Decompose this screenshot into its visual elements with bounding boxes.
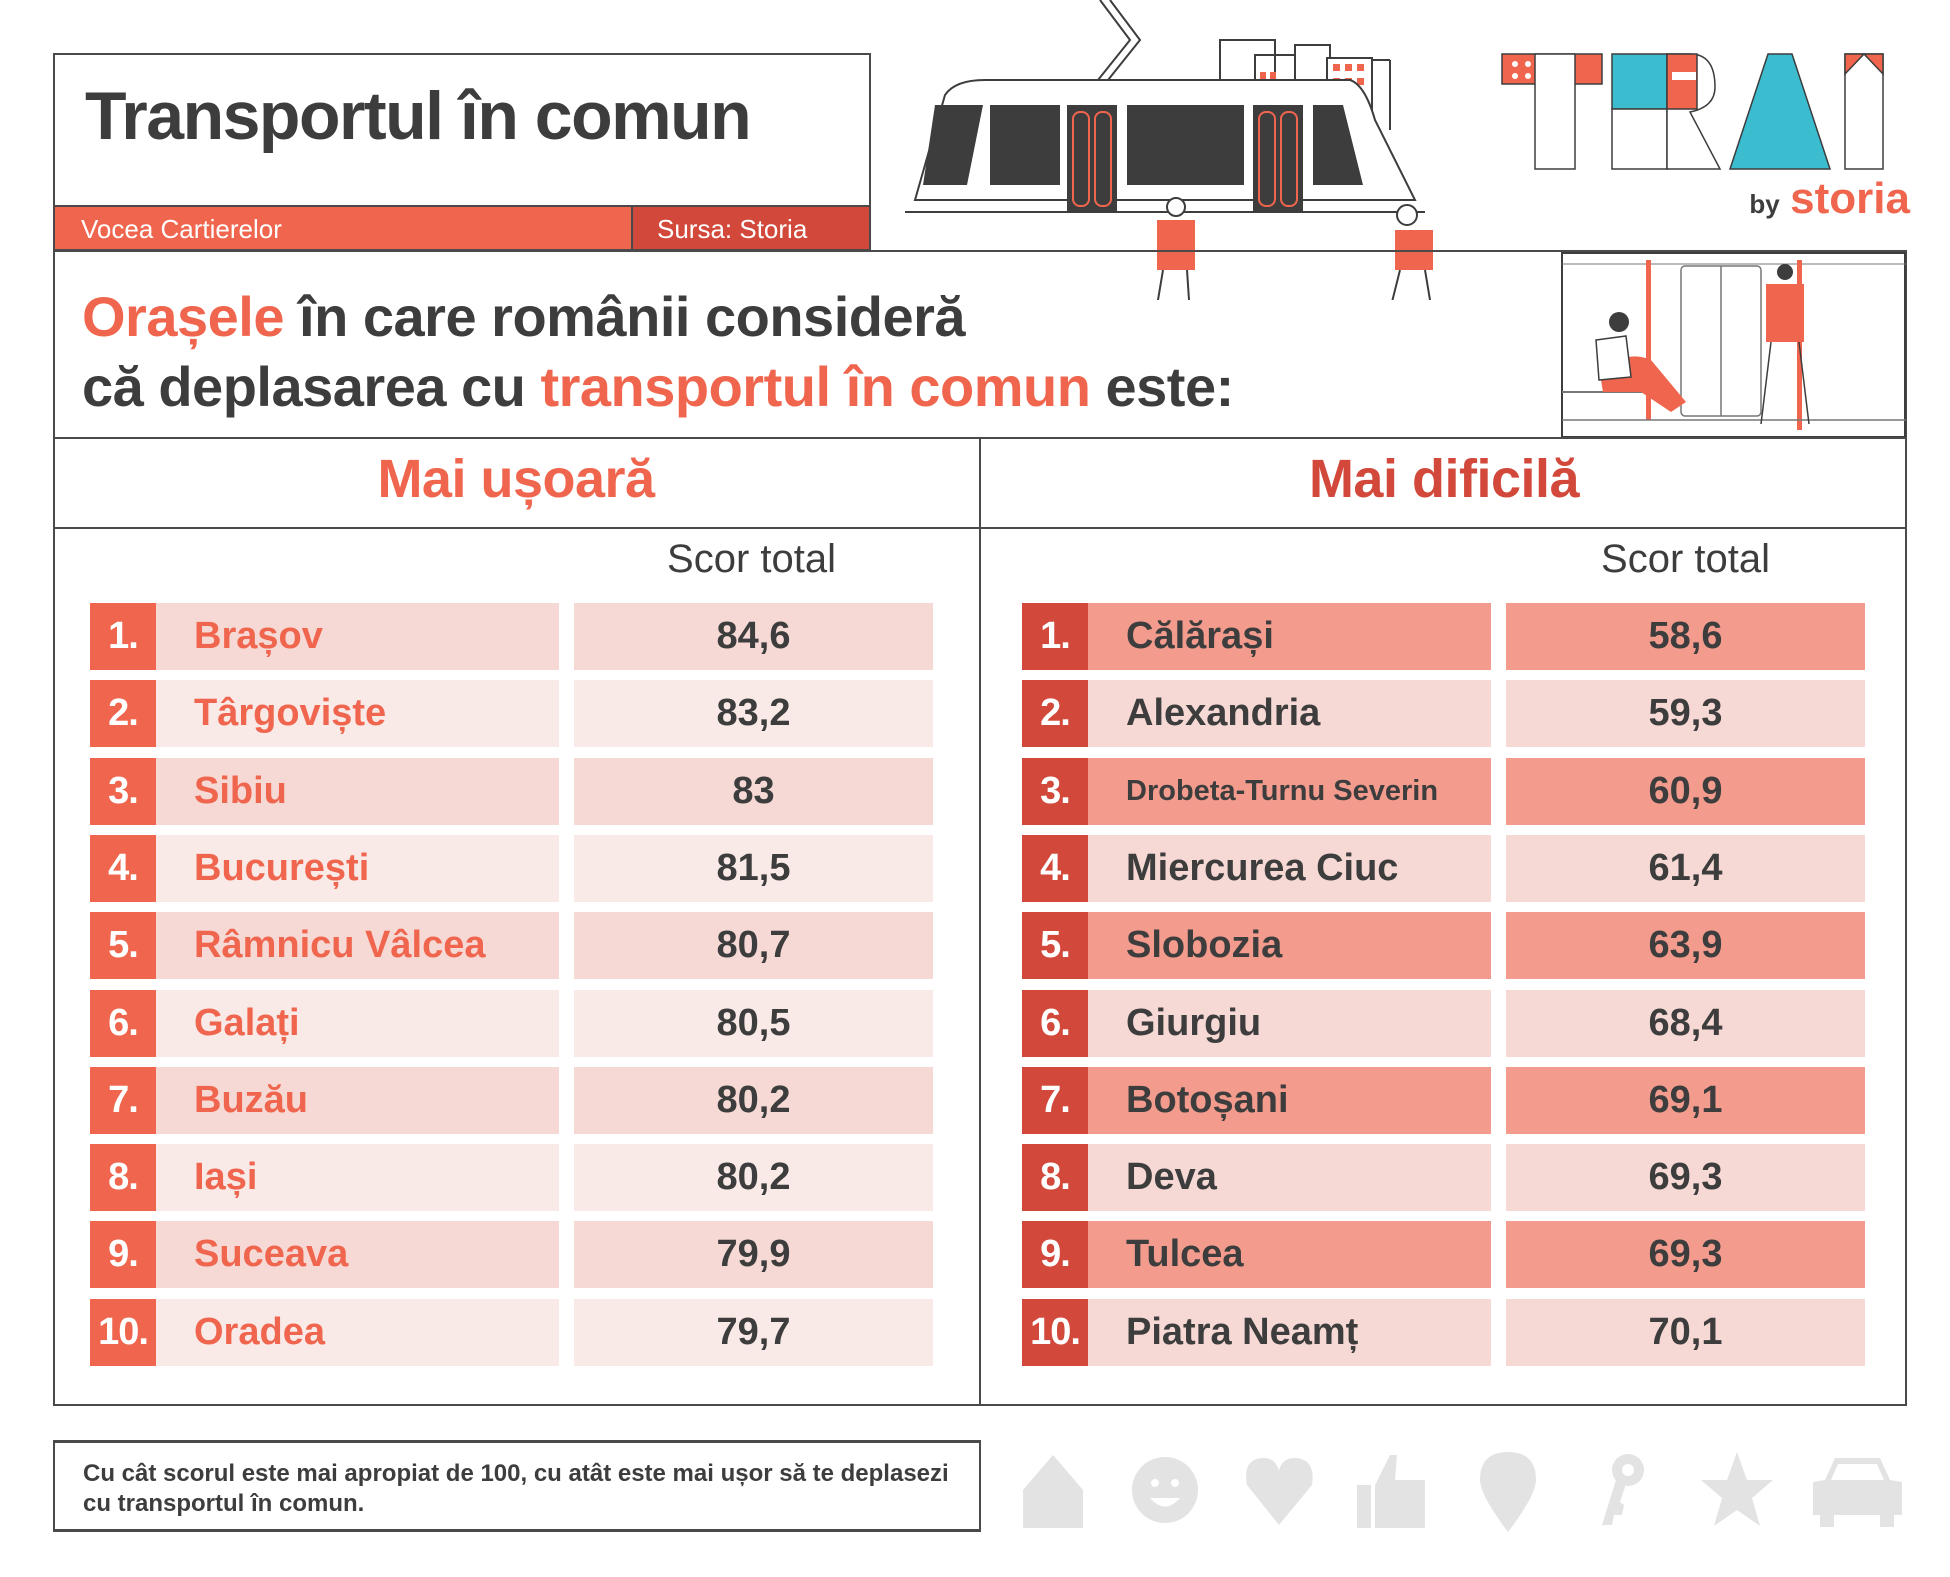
rank-badge: 5. (1022, 912, 1088, 980)
heading-easier: Mai ușoară (377, 449, 655, 509)
city-name: Brașov (156, 603, 559, 670)
score-value: 58,6 (1506, 603, 1865, 670)
score-value: 80,5 (574, 989, 933, 1057)
rank-badge: 8. (90, 1144, 156, 1212)
tag-source: Sursa: Storia (631, 205, 871, 251)
brand-by: by (1749, 189, 1780, 219)
rank-badge: 7. (1022, 1066, 1088, 1134)
score-value: 80,2 (574, 1066, 933, 1134)
city-name: Iași (156, 1144, 559, 1212)
rank-badge: 6. (90, 989, 156, 1057)
score-value: 83 (574, 757, 933, 825)
subtitle-line1: în care românii consideră (284, 285, 966, 348)
subtitle: Orașele în care românii consideră că dep… (82, 282, 1234, 422)
subtitle-highlight-2: transportul în comun (540, 355, 1091, 418)
heading-harder: Mai dificilă (1308, 449, 1580, 509)
rank-badge: 9. (90, 1221, 156, 1289)
subtitle-highlight-1: Orașele (82, 285, 285, 348)
score-value: 61,4 (1506, 834, 1865, 902)
city-name: Călărași (1088, 603, 1491, 670)
rank-badge: 5. (90, 912, 156, 980)
brand-storia: storia (1790, 174, 1910, 223)
city-name: Piatra Neamț (1088, 1298, 1491, 1366)
city-name: Suceava (156, 1221, 559, 1289)
city-name: București (156, 834, 559, 902)
score-value: 80,2 (574, 1144, 933, 1212)
score-value: 79,7 (574, 1298, 933, 1366)
city-name: Drobeta-Turnu Severin (1088, 757, 1491, 825)
thumbs-up-icon (1357, 1455, 1425, 1528)
score-value: 84,6 (574, 603, 933, 670)
location-pin-icon (1480, 1452, 1536, 1532)
smiley-icon (1132, 1457, 1198, 1523)
rank-badge: 1. (90, 603, 156, 670)
score-value: 69,1 (1506, 1066, 1865, 1134)
page-title: Transportul în comun (85, 78, 752, 154)
key-icon (1602, 1454, 1644, 1525)
score-value: 60,9 (1506, 757, 1865, 825)
rank-badge: 3. (90, 757, 156, 825)
rank-badge: 6. (1022, 989, 1088, 1057)
city-name: Râmnicu Vâlcea (156, 912, 559, 980)
score-value: 83,2 (574, 680, 933, 748)
subtitle-line2-start: că deplasarea cu (82, 355, 541, 418)
rank-badge: 7. (90, 1066, 156, 1134)
score-value: 70,1 (1506, 1298, 1865, 1366)
score-value: 69,3 (1506, 1221, 1865, 1289)
tram-illustration (905, 0, 1433, 300)
tag-right-label: Sursa: Storia (657, 214, 808, 244)
score-value: 63,9 (1506, 912, 1865, 980)
rank-badge: 4. (1022, 834, 1088, 902)
score-header-harder: Scor total (1601, 537, 1770, 581)
city-name: Târgoviște (156, 680, 559, 748)
score-value: 69,3 (1506, 1144, 1865, 1212)
score-value: 80,7 (574, 912, 933, 980)
score-value: 79,9 (574, 1221, 933, 1289)
rank-badge: 1. (1022, 603, 1088, 670)
city-name: Oradea (156, 1298, 559, 1366)
subtitle-line2-end: este: (1090, 355, 1235, 418)
city-name: Deva (1088, 1144, 1491, 1212)
city-name: Galați (156, 989, 559, 1057)
city-name: Slobozia (1088, 912, 1491, 980)
heart-icon (1246, 1458, 1313, 1525)
city-name: Sibiu (156, 757, 559, 825)
city-name: Alexandria (1088, 680, 1491, 748)
footer-note-text: Cu cât scorul este mai apropiat de 100, … (83, 1460, 949, 1517)
car-icon (1813, 1458, 1902, 1527)
metro-interior-illustration (1561, 252, 1906, 438)
rank-badge: 2. (1022, 680, 1088, 748)
score-value: 81,5 (574, 834, 933, 902)
footer-note: Cu cât scorul este mai apropiat de 100, … (53, 1440, 981, 1532)
score-value: 59,3 (1506, 680, 1865, 748)
rank-badge: 8. (1022, 1144, 1088, 1212)
home-icon (1023, 1455, 1083, 1528)
trai-logo: by storia (1500, 52, 1910, 232)
rank-badge: 3. (1022, 757, 1088, 825)
tag-left-label: Vocea Cartierelor (81, 214, 282, 244)
city-name: Tulcea (1088, 1221, 1491, 1289)
score-value: 68,4 (1506, 989, 1865, 1057)
rank-badge: 10. (1022, 1298, 1088, 1366)
city-name: Miercurea Ciuc (1088, 834, 1491, 902)
city-name: Giurgiu (1088, 989, 1491, 1057)
title-box: Transportul în comun (53, 53, 871, 206)
trai-letters-icon (1501, 53, 1884, 170)
star-icon (1701, 1452, 1773, 1526)
divider-columns (979, 437, 981, 1406)
city-name: Buzău (156, 1066, 559, 1134)
rank-badge: 2. (90, 680, 156, 748)
rank-badge: 9. (1022, 1221, 1088, 1289)
city-name: Botoșani (1088, 1066, 1491, 1134)
score-header-easier: Scor total (667, 537, 836, 581)
tag-vocea-cartierelor: Vocea Cartierelor (53, 205, 633, 251)
rank-badge: 4. (90, 834, 156, 902)
rank-badge: 10. (90, 1298, 156, 1366)
